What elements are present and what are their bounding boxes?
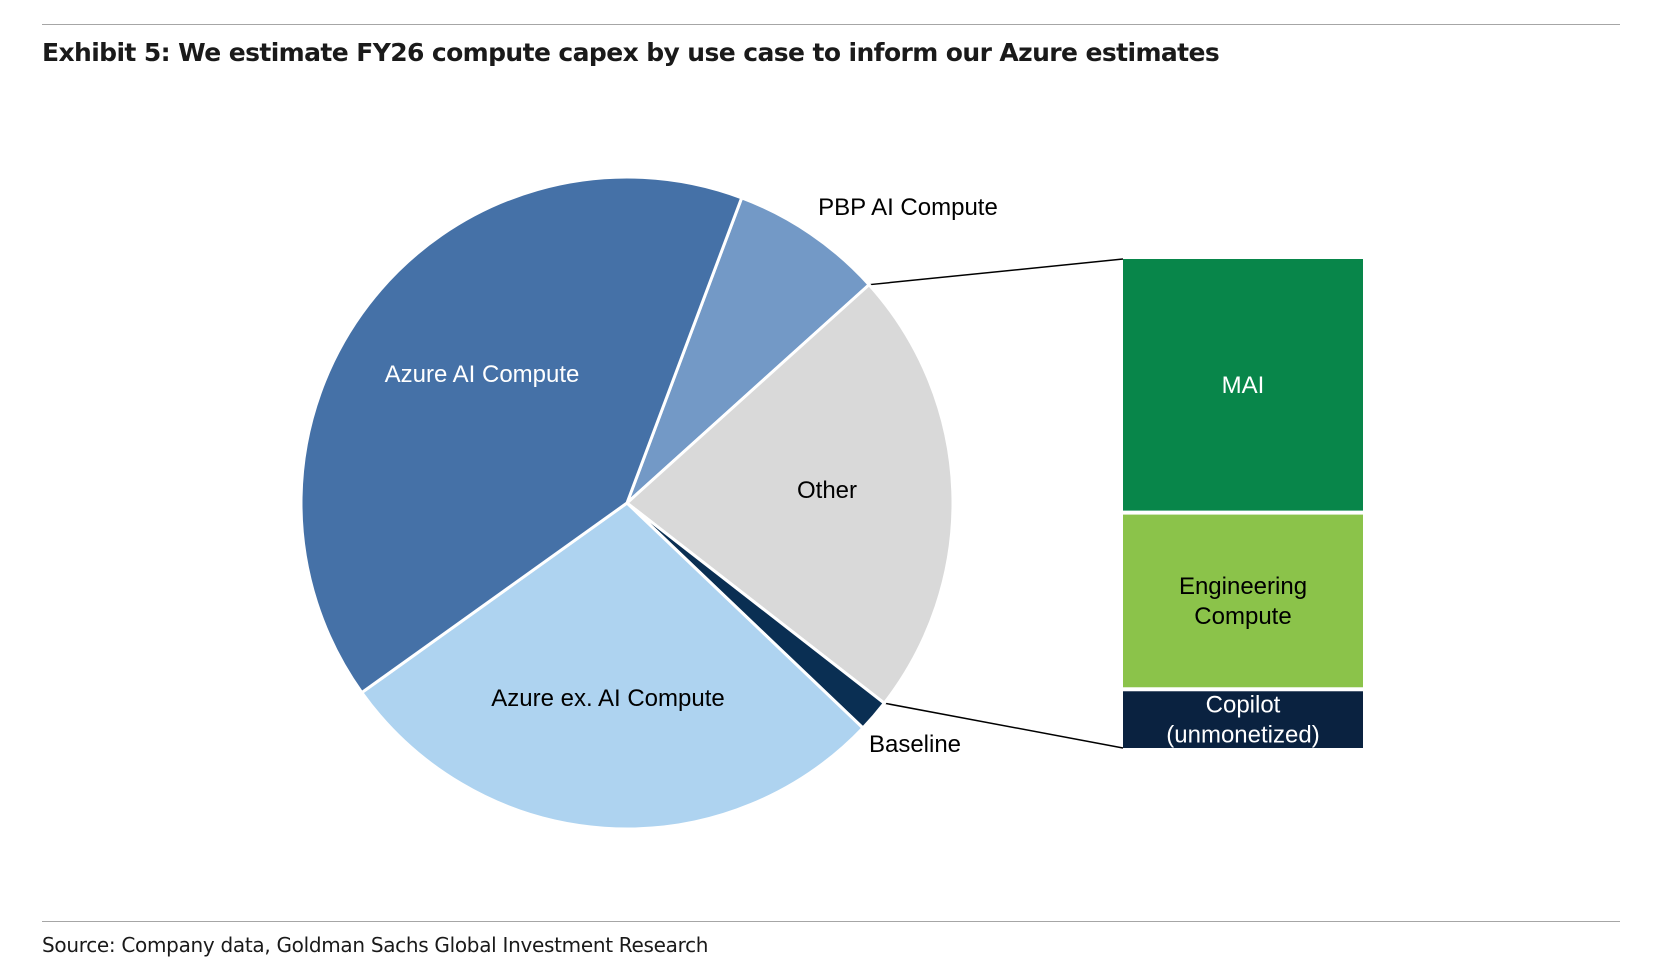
pie-label-baseline: Baseline xyxy=(869,731,961,758)
pie-labels: PBP AI Compute Other Baseline Azure ex. AI … xyxy=(385,194,998,758)
bar-label-mai: MAI xyxy=(1222,372,1265,399)
pie-label-pbp-ai-compute: PBP AI Compute xyxy=(818,194,998,221)
pie-slice-pbp-ai-compute xyxy=(625,196,871,505)
exhibit-title: Exhibit 5: We estimate FY26 compute cape… xyxy=(42,38,1220,67)
pie-slice-azure-ex-ai-compute xyxy=(360,501,865,831)
connector-line-top xyxy=(869,258,1124,286)
bar-segment-engineering-compute xyxy=(1123,514,1363,688)
pie-slice-azure-ai-compute xyxy=(299,175,744,695)
bar-label-engineering-compute: Engineering Compute xyxy=(1179,573,1307,630)
bar-segment-copilot-unmonetized xyxy=(1123,691,1363,748)
bar-segment-mai xyxy=(1123,259,1363,511)
breakdown-connectors xyxy=(869,258,1124,749)
connector-line-bottom xyxy=(884,702,1124,749)
top-rule xyxy=(42,24,1620,25)
bar-label-copilot-unmonetized: Copilot (unmonetized) xyxy=(1166,692,1319,749)
bottom-rule xyxy=(42,921,1620,922)
source-note: Source: Company data, Goldman Sachs Glob… xyxy=(42,933,709,957)
pie-chart xyxy=(299,175,955,831)
breakdown-bar: MAI Engineering Compute Copilot (unmonetized… xyxy=(1123,259,1363,749)
pie-label-azure-ex-ai-compute: Azure ex. AI Compute xyxy=(491,685,724,712)
pie-label-azure-ai-compute: Azure AI Compute xyxy=(385,361,580,388)
pie-slice-other xyxy=(625,283,955,705)
pie-label-other: Other xyxy=(797,477,857,504)
